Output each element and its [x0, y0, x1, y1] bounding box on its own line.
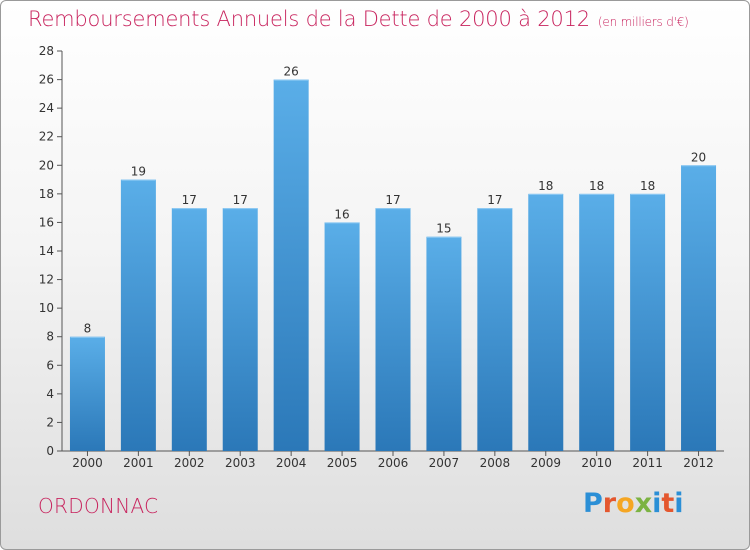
proxiti-logo: Proxiti	[583, 488, 693, 528]
x-tick-label-2007: 2007	[429, 456, 460, 470]
value-label-2003: 17	[233, 193, 248, 207]
value-label-2011: 18	[640, 179, 655, 193]
chart-title-text: Remboursements Annuels de la Dette de 20…	[28, 7, 590, 31]
y-tick-label: 24	[39, 101, 54, 115]
commune-name: ORDONNAC	[38, 494, 159, 518]
value-label-2008: 17	[487, 193, 502, 207]
x-tick-label-2002: 2002	[174, 456, 205, 470]
y-tick-label: 4	[46, 387, 54, 401]
value-label-2009: 18	[538, 179, 553, 193]
x-tick-label-2009: 2009	[530, 456, 561, 470]
y-tick-label: 14	[39, 244, 54, 258]
value-labels: 8 19 17 17 26 16 17 15 17 18 18 18 20	[84, 65, 707, 336]
bar-2004	[273, 79, 309, 452]
value-label-2010: 18	[589, 179, 604, 193]
value-label-2000: 8	[84, 322, 92, 336]
bar-2002	[171, 208, 207, 451]
x-tick-label-2003: 2003	[225, 456, 256, 470]
value-label-2001: 19	[131, 165, 146, 179]
y-tick-label: 26	[39, 73, 54, 87]
x-tick-label-2010: 2010	[581, 456, 612, 470]
logo-letter: o	[616, 488, 635, 519]
x-tick-label-2004: 2004	[276, 456, 307, 470]
value-label-2007: 15	[436, 222, 451, 236]
x-tick-label-2011: 2011	[632, 456, 663, 470]
value-label-2006: 17	[385, 193, 400, 207]
y-tick-label: 0	[46, 444, 54, 458]
bar-2012	[681, 165, 717, 452]
value-label-2002: 17	[182, 193, 197, 207]
x-tick-label-2006: 2006	[378, 456, 409, 470]
y-tick-label: 10	[39, 301, 54, 315]
bar-2005	[324, 222, 360, 451]
logo-letter: r	[602, 488, 617, 519]
x-tick-label-2001: 2001	[123, 456, 154, 470]
y-tick-label: 6	[46, 358, 54, 372]
logo-letter: P	[583, 488, 603, 519]
value-label-2012: 20	[691, 150, 706, 164]
x-tick-label-2008: 2008	[480, 456, 511, 470]
bar-2003	[222, 208, 258, 451]
y-tick-label: 20	[39, 158, 54, 172]
x-tick-label-2000: 2000	[72, 456, 103, 470]
logo-letter: i	[652, 488, 662, 519]
chart-unit: (en milliers d'€)	[597, 15, 689, 29]
logo-letter: t	[661, 488, 675, 519]
bar-2007	[426, 236, 462, 451]
bar-2009	[528, 193, 564, 451]
y-tick-label: 28	[39, 44, 54, 58]
bar-2010	[579, 193, 615, 451]
x-tick-label-2005: 2005	[327, 456, 358, 470]
bars	[69, 79, 717, 452]
y-tick-label: 12	[39, 273, 54, 287]
bar-2008	[477, 208, 513, 451]
bar-2006	[375, 208, 411, 451]
value-label-2005: 16	[334, 207, 349, 221]
y-tick-label: 2	[46, 415, 54, 429]
value-label-2004: 26	[284, 65, 299, 79]
y-tick-label: 16	[39, 215, 54, 229]
y-tick-label: 22	[39, 130, 54, 144]
logo-letter: x	[634, 488, 653, 519]
logo-letter: i	[674, 488, 684, 519]
y-tick-label: 18	[39, 187, 54, 201]
chart-title: Remboursements Annuels de la Dette de 20…	[28, 7, 689, 31]
y-tick-label: 8	[46, 330, 54, 344]
bar-2000	[69, 336, 105, 451]
x-tick-label-2012: 2012	[683, 456, 714, 470]
bar-2011	[630, 193, 666, 451]
bar-2001	[120, 179, 156, 452]
